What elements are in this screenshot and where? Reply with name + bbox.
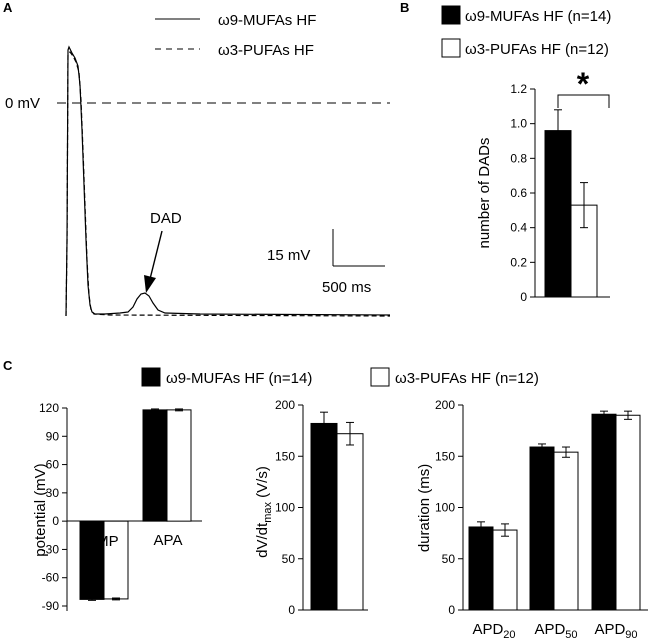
b-ytick-label: 0.6 (510, 186, 527, 200)
y-axis-title-c2-sub: max (262, 502, 274, 523)
legend-swatch-mufa-b (441, 5, 461, 25)
scale-time-label: 500 ms (322, 279, 371, 296)
c3-ytick-label: 0 (448, 603, 455, 617)
chart-c2-dvdt: dV/dtmax (V/s) 200 150 100 50 0 (254, 398, 368, 617)
b-ytick-label: 1.2 (510, 82, 527, 96)
y-axis-title-c1: potential (mV) (32, 463, 49, 556)
c1-ytick-label: -30 (42, 542, 60, 556)
c3-category-sub: 20 (503, 629, 515, 640)
y-axis-title-c2-base: dV/dt (254, 522, 271, 558)
dad-label: DAD (150, 210, 182, 227)
c1-ytick-label: -60 (42, 571, 60, 585)
c3-category-label: APD50 (534, 621, 577, 640)
legend-label-mufa-a: ω9-MUFAs HF (218, 12, 316, 29)
c1-bar-mufa (79, 520, 105, 600)
y-axis-title-c2-unit: (V/s) (254, 466, 271, 502)
b-ytick-label: 0.4 (510, 221, 527, 235)
legend-label-pufa-b: ω3-PUFAs HF (n=12) (465, 41, 609, 58)
c1-ytick-label: 0 (52, 514, 59, 528)
c3-bar-mufa (529, 446, 555, 611)
legend-swatch-pufa-b (441, 38, 461, 58)
dad-arrowhead (144, 275, 156, 293)
legend-label-pufa-a: ω3-PUFAs HF (218, 42, 314, 59)
b-ytick-label: 0.8 (510, 151, 527, 165)
c1-ytick-label: 120 (39, 401, 59, 415)
b-ytick-label: 0 (520, 290, 527, 304)
c2-ytick-label: 100 (275, 501, 295, 515)
c2-ytick-label: 200 (275, 398, 295, 412)
legend-label-mufa-b: ω9-MUFAs HF (n=14) (465, 8, 611, 25)
panel-a: A ω9-MUFAs HF ω3-PUFAs HF 0 mV DAD 15 mV… (3, 0, 391, 317)
c1-ytick-label: 30 (46, 486, 60, 500)
legend-swatch-mufa-c (141, 367, 161, 387)
c1-ytick-label: 90 (46, 429, 60, 443)
panel-c: C ω9-MUFAs HF (n=14) ω3-PUFAs HF (n=12) … (3, 358, 648, 640)
c3-bar-mufa (591, 413, 617, 611)
trace-mufa (65, 45, 391, 317)
c2-ytick-label: 150 (275, 449, 295, 463)
c2-bar-pufa (336, 433, 364, 611)
c1-category-label: APA (154, 532, 183, 549)
dad-arrow-shaft (149, 230, 163, 280)
b-ytick-label: 1.0 (510, 117, 527, 131)
trace-pufa (65, 51, 391, 317)
c1-bar-pufa (103, 520, 129, 600)
significance-bracket (557, 94, 610, 108)
c1-bar-mufa (142, 409, 168, 522)
c1-ytick-label: -90 (42, 599, 60, 613)
c3-category-base: APD (534, 621, 565, 638)
panel-label-a: A (3, 0, 13, 15)
c3-bar-mufa (468, 526, 494, 611)
chart-c1-potential: potential (mV) 120 90 60 30 0 -30 -60 -90 RMP AP… (32, 401, 202, 613)
c3-category-sub: 90 (625, 629, 637, 640)
b-bar-mufa (544, 130, 572, 298)
c3-category-base: APD (594, 621, 625, 638)
panel-label-c: C (3, 358, 13, 373)
y-axis-title-c3: duration (ms) (416, 464, 433, 552)
c3-category-label: APD90 (594, 621, 637, 640)
c1-ytick-label: 60 (46, 458, 60, 472)
b-ytick-label: 0.2 (510, 255, 527, 269)
c3-ytick-label: 200 (435, 398, 455, 412)
panel-b: B ω9-MUFAs HF (n=14) ω3-PUFAs HF (n=12) … (400, 0, 611, 304)
y-axis-title-b: number of DADs (476, 138, 493, 249)
c2-ytick-label: 0 (288, 603, 295, 617)
significance-star: * (577, 66, 590, 102)
c3-bar-pufa (615, 414, 641, 611)
legend-label-mufa-c: ω9-MUFAs HF (n=14) (166, 370, 312, 387)
c1-category-label: RMP (85, 533, 118, 550)
c3-category-base: APD (472, 621, 503, 638)
c3-bar-pufa (492, 529, 518, 611)
zero-mv-label: 0 mV (5, 95, 40, 112)
c2-bar-mufa (310, 422, 338, 611)
c3-category-label: APD20 (472, 621, 515, 640)
c2-ytick-label: 50 (282, 552, 296, 566)
legend-label-pufa-c: ω3-PUFAs HF (n=12) (395, 370, 539, 387)
c3-bar-pufa (553, 451, 579, 611)
c1-bar-pufa (166, 409, 192, 522)
scale-voltage-label: 15 mV (267, 247, 310, 264)
y-axis-title-c2: dV/dtmax (V/s) (254, 466, 274, 558)
legend-swatch-pufa-c (370, 367, 390, 387)
c3-ytick-label: 100 (435, 501, 455, 515)
c3-category-sub: 50 (565, 629, 577, 640)
panel-label-b: B (400, 0, 409, 15)
c3-ytick-label: 50 (442, 552, 456, 566)
c3-ytick-label: 150 (435, 449, 455, 463)
y-axis-b: 0 0.2 0.4 0.6 0.8 1.0 1.2 (510, 82, 536, 304)
